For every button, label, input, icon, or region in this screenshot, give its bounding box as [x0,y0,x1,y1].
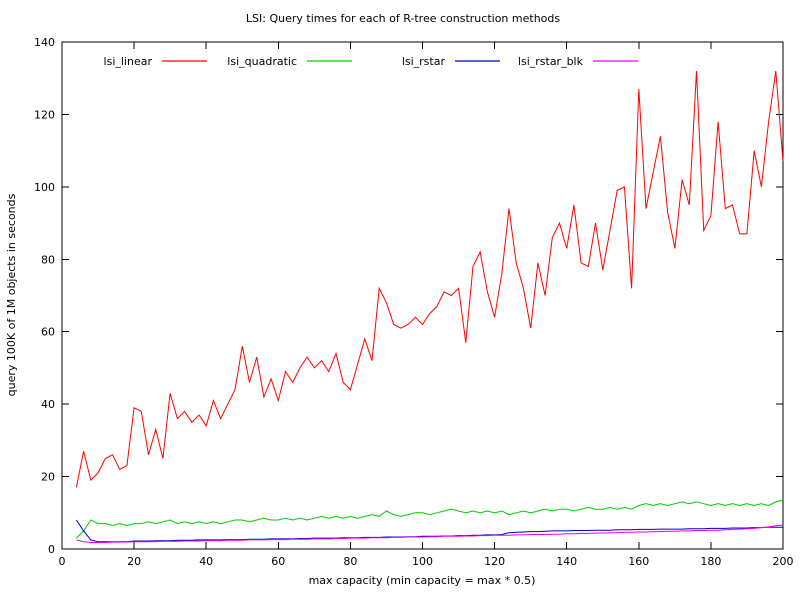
y-tick-label: 20 [41,471,55,484]
y-tick-label: 0 [48,543,55,556]
x-tick-label: 100 [412,555,433,568]
y-tick-label: 120 [34,108,55,121]
series-line-lsi_quadratic [76,499,784,539]
x-tick-label: 160 [628,555,649,568]
x-tick-label: 180 [700,555,721,568]
axis-tick-labels: 0 20 40 60 80 100 120 140 160 180 200 0 20 40 60 80 100 1… [34,36,794,568]
legend-label-lsi-linear: lsi_linear [104,55,153,68]
x-tick-label: 140 [556,555,577,568]
series-line-lsi_linear [75,70,784,488]
y-tick-label: 60 [41,326,55,339]
x-tick-label: 20 [127,555,141,568]
x-tick-label: 60 [271,555,285,568]
series-lines [75,70,784,543]
legend-label-lsi-quadratic: lsi_quadratic [227,55,297,68]
x-axis-label: max capacity (min capacity = max * 0.5) [309,574,536,587]
legend: lsi_linear lsi_quadratic lsi_rstar lsi_r… [104,55,638,68]
plot-border [61,41,784,550]
chart-title: LSI: Query times for each of R-tree cons… [246,12,560,25]
legend-label-lsi-rstar-blk: lsi_rstar_blk [518,55,584,68]
y-tick-label: 100 [34,181,55,194]
x-tick-label: 40 [199,555,213,568]
y-tick-label: 40 [41,398,55,411]
x-tick-label: 0 [59,555,66,568]
y-tick-label: 140 [34,36,55,49]
axis-ticks [61,41,784,550]
x-tick-label: 120 [484,555,505,568]
x-tick-label: 200 [773,555,794,568]
series-line-lsi_rstar_blk [76,524,784,543]
legend-label-lsi-rstar: lsi_rstar [402,55,446,68]
y-tick-label: 80 [41,253,55,266]
x-tick-label: 80 [343,555,357,568]
y-axis-label: query 100K of 1M objects in seconds [5,193,18,396]
